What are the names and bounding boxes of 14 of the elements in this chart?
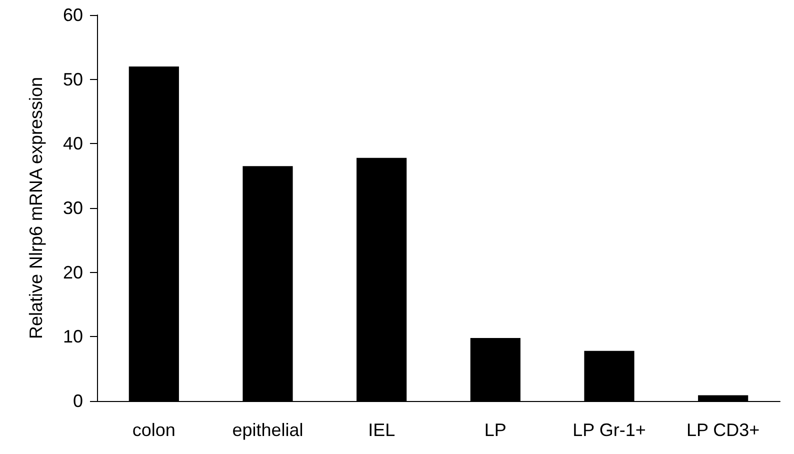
x-tick-label: LP Gr-1+ (572, 420, 646, 440)
y-axis-title: Relative Nlrp6 mRNA expression (26, 76, 46, 340)
y-tick-label: 30 (62, 198, 83, 218)
x-tick-label: colon (132, 420, 176, 440)
x-tick-label: epithelial (232, 420, 304, 440)
y-tick-label: 50 (62, 69, 83, 90)
y-tick-label: 40 (62, 134, 83, 154)
x-tick-label: LP CD3+ (686, 420, 760, 440)
y-tick-label: 10 (62, 326, 83, 347)
y-tick-label: 20 (62, 262, 83, 282)
x-tick-label: IEL (368, 420, 396, 440)
y-tick-label: 60 (62, 5, 83, 25)
y-tick-label: 0 (72, 391, 83, 411)
x-tick-label: LP (484, 420, 506, 440)
